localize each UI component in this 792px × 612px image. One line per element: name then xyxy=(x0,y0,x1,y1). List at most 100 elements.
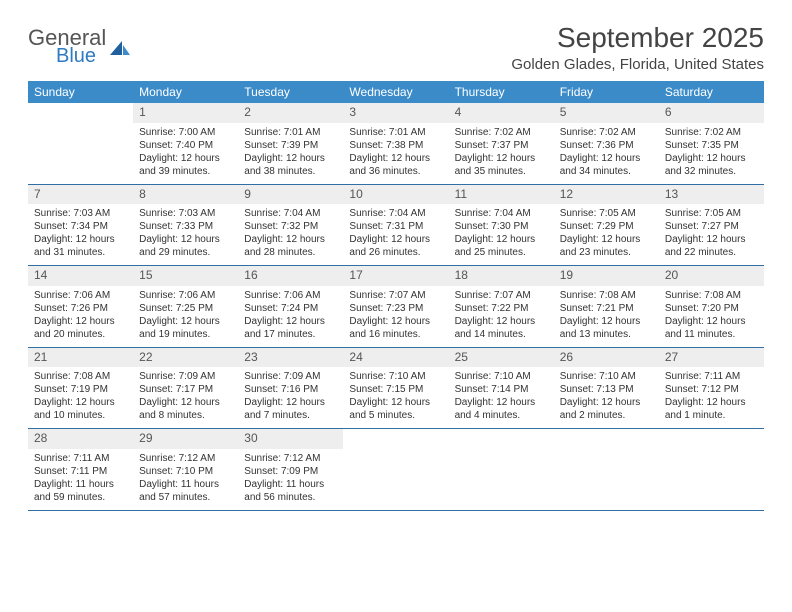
day-number: 4 xyxy=(449,103,554,123)
day-details: Sunrise: 7:12 AMSunset: 7:10 PMDaylight:… xyxy=(133,449,238,510)
daylight-text: Daylight: 12 hours and 26 minutes. xyxy=(349,233,442,259)
sunrise-text: Sunrise: 7:12 AM xyxy=(139,452,232,465)
day-cell: 24Sunrise: 7:10 AMSunset: 7:15 PMDayligh… xyxy=(343,348,448,429)
daylight-text: Daylight: 12 hours and 39 minutes. xyxy=(139,152,232,178)
day-number: 7 xyxy=(28,185,133,205)
day-number: 19 xyxy=(554,266,659,286)
day-details: Sunrise: 7:03 AMSunset: 7:33 PMDaylight:… xyxy=(133,204,238,265)
day-number: 20 xyxy=(659,266,764,286)
day-number: 5 xyxy=(554,103,659,123)
day-of-week-header: Tuesday xyxy=(238,81,343,103)
week-row: 21Sunrise: 7:08 AMSunset: 7:19 PMDayligh… xyxy=(28,348,764,430)
daylight-text: Daylight: 12 hours and 34 minutes. xyxy=(560,152,653,178)
sunrise-text: Sunrise: 7:02 AM xyxy=(560,126,653,139)
daylight-text: Daylight: 11 hours and 57 minutes. xyxy=(139,478,232,504)
day-cell: 2Sunrise: 7:01 AMSunset: 7:39 PMDaylight… xyxy=(238,103,343,184)
daylight-text: Daylight: 12 hours and 25 minutes. xyxy=(455,233,548,259)
sunset-text: Sunset: 7:36 PM xyxy=(560,139,653,152)
day-number: 13 xyxy=(659,185,764,205)
day-cell: 18Sunrise: 7:07 AMSunset: 7:22 PMDayligh… xyxy=(449,266,554,347)
daylight-text: Daylight: 12 hours and 8 minutes. xyxy=(139,396,232,422)
day-number: 28 xyxy=(28,429,133,449)
daylight-text: Daylight: 12 hours and 28 minutes. xyxy=(244,233,337,259)
daylight-text: Daylight: 12 hours and 16 minutes. xyxy=(349,315,442,341)
sunset-text: Sunset: 7:16 PM xyxy=(244,383,337,396)
day-cell: 3Sunrise: 7:01 AMSunset: 7:38 PMDaylight… xyxy=(343,103,448,184)
day-number: 12 xyxy=(554,185,659,205)
sunset-text: Sunset: 7:38 PM xyxy=(349,139,442,152)
day-details: Sunrise: 7:08 AMSunset: 7:19 PMDaylight:… xyxy=(28,367,133,428)
sunrise-text: Sunrise: 7:06 AM xyxy=(34,289,127,302)
header: General Blue September 2025 Golden Glade… xyxy=(28,22,764,73)
sunrise-text: Sunrise: 7:04 AM xyxy=(349,207,442,220)
day-details: Sunrise: 7:04 AMSunset: 7:30 PMDaylight:… xyxy=(449,204,554,265)
sunrise-text: Sunrise: 7:10 AM xyxy=(560,370,653,383)
day-cell: 30Sunrise: 7:12 AMSunset: 7:09 PMDayligh… xyxy=(238,429,343,510)
weeks-container: 1Sunrise: 7:00 AMSunset: 7:40 PMDaylight… xyxy=(28,103,764,511)
day-details: Sunrise: 7:12 AMSunset: 7:09 PMDaylight:… xyxy=(238,449,343,510)
daylight-text: Daylight: 12 hours and 19 minutes. xyxy=(139,315,232,341)
day-details: Sunrise: 7:10 AMSunset: 7:14 PMDaylight:… xyxy=(449,367,554,428)
day-number: 2 xyxy=(238,103,343,123)
day-cell: 19Sunrise: 7:08 AMSunset: 7:21 PMDayligh… xyxy=(554,266,659,347)
week-row: 1Sunrise: 7:00 AMSunset: 7:40 PMDaylight… xyxy=(28,103,764,185)
week-row: 14Sunrise: 7:06 AMSunset: 7:26 PMDayligh… xyxy=(28,266,764,348)
sunrise-text: Sunrise: 7:08 AM xyxy=(665,289,758,302)
week-row: 7Sunrise: 7:03 AMSunset: 7:34 PMDaylight… xyxy=(28,185,764,267)
daylight-text: Daylight: 12 hours and 13 minutes. xyxy=(560,315,653,341)
sunset-text: Sunset: 7:31 PM xyxy=(349,220,442,233)
day-cell: 29Sunrise: 7:12 AMSunset: 7:10 PMDayligh… xyxy=(133,429,238,510)
day-cell xyxy=(659,429,764,510)
day-cell: 25Sunrise: 7:10 AMSunset: 7:14 PMDayligh… xyxy=(449,348,554,429)
day-cell: 27Sunrise: 7:11 AMSunset: 7:12 PMDayligh… xyxy=(659,348,764,429)
daylight-text: Daylight: 12 hours and 10 minutes. xyxy=(34,396,127,422)
sunset-text: Sunset: 7:09 PM xyxy=(244,465,337,478)
sunset-text: Sunset: 7:12 PM xyxy=(665,383,758,396)
sunrise-text: Sunrise: 7:03 AM xyxy=(34,207,127,220)
sunrise-text: Sunrise: 7:02 AM xyxy=(665,126,758,139)
day-details: Sunrise: 7:02 AMSunset: 7:35 PMDaylight:… xyxy=(659,123,764,184)
day-number: 26 xyxy=(554,348,659,368)
day-number: 14 xyxy=(28,266,133,286)
day-number: 9 xyxy=(238,185,343,205)
sunset-text: Sunset: 7:32 PM xyxy=(244,220,337,233)
day-of-week-header: Sunday xyxy=(28,81,133,103)
day-cell: 4Sunrise: 7:02 AMSunset: 7:37 PMDaylight… xyxy=(449,103,554,184)
day-cell: 1Sunrise: 7:00 AMSunset: 7:40 PMDaylight… xyxy=(133,103,238,184)
day-of-week-header: Wednesday xyxy=(343,81,448,103)
day-details: Sunrise: 7:07 AMSunset: 7:22 PMDaylight:… xyxy=(449,286,554,347)
day-number: 3 xyxy=(343,103,448,123)
day-cell: 14Sunrise: 7:06 AMSunset: 7:26 PMDayligh… xyxy=(28,266,133,347)
sunset-text: Sunset: 7:17 PM xyxy=(139,383,232,396)
day-number: 23 xyxy=(238,348,343,368)
day-of-week-header: Thursday xyxy=(449,81,554,103)
day-cell: 23Sunrise: 7:09 AMSunset: 7:16 PMDayligh… xyxy=(238,348,343,429)
day-number: 15 xyxy=(133,266,238,286)
daylight-text: Daylight: 12 hours and 32 minutes. xyxy=(665,152,758,178)
day-number: 10 xyxy=(343,185,448,205)
sunset-text: Sunset: 7:23 PM xyxy=(349,302,442,315)
sunrise-text: Sunrise: 7:11 AM xyxy=(34,452,127,465)
daylight-text: Daylight: 12 hours and 29 minutes. xyxy=(139,233,232,259)
daylight-text: Daylight: 12 hours and 2 minutes. xyxy=(560,396,653,422)
sunrise-text: Sunrise: 7:07 AM xyxy=(349,289,442,302)
sunset-text: Sunset: 7:40 PM xyxy=(139,139,232,152)
day-cell xyxy=(28,103,133,184)
sunset-text: Sunset: 7:15 PM xyxy=(349,383,442,396)
sunset-text: Sunset: 7:30 PM xyxy=(455,220,548,233)
day-details: Sunrise: 7:10 AMSunset: 7:15 PMDaylight:… xyxy=(343,367,448,428)
day-details: Sunrise: 7:01 AMSunset: 7:38 PMDaylight:… xyxy=(343,123,448,184)
day-number: 21 xyxy=(28,348,133,368)
sunset-text: Sunset: 7:39 PM xyxy=(244,139,337,152)
sunset-text: Sunset: 7:27 PM xyxy=(665,220,758,233)
sunset-text: Sunset: 7:24 PM xyxy=(244,302,337,315)
day-number: 22 xyxy=(133,348,238,368)
day-cell xyxy=(554,429,659,510)
sunrise-text: Sunrise: 7:11 AM xyxy=(665,370,758,383)
day-details: Sunrise: 7:06 AMSunset: 7:26 PMDaylight:… xyxy=(28,286,133,347)
day-cell: 26Sunrise: 7:10 AMSunset: 7:13 PMDayligh… xyxy=(554,348,659,429)
day-details: Sunrise: 7:04 AMSunset: 7:31 PMDaylight:… xyxy=(343,204,448,265)
day-number: 17 xyxy=(343,266,448,286)
day-cell: 11Sunrise: 7:04 AMSunset: 7:30 PMDayligh… xyxy=(449,185,554,266)
day-details: Sunrise: 7:11 AMSunset: 7:11 PMDaylight:… xyxy=(28,449,133,510)
